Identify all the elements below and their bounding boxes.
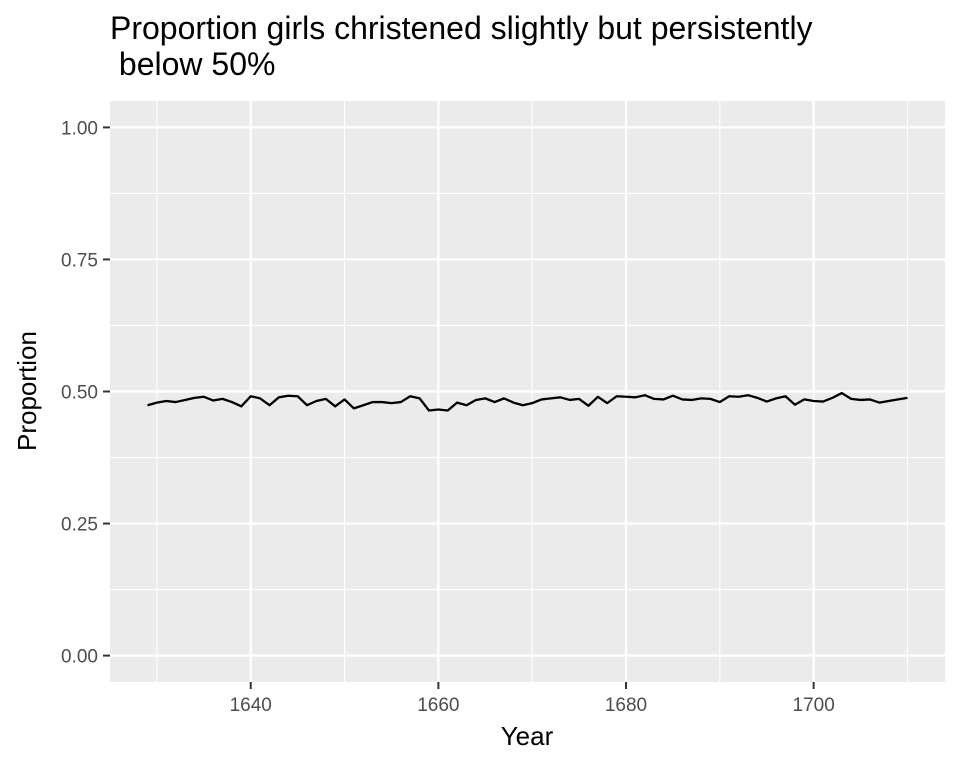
y-tick-label: 0.25	[61, 515, 98, 536]
x-tick-label: 1640	[230, 695, 272, 716]
series-line	[147, 391, 908, 412]
x-tick-label: 1700	[793, 695, 835, 716]
y-axis-title: Proportion	[12, 331, 42, 451]
y-tick-label: 0.75	[61, 250, 98, 271]
y-tick-label: 0.00	[61, 647, 98, 668]
y-axis: 0.00 0.25 0.50 0.75 1.00	[61, 118, 110, 668]
y-tick-label: 0.50	[61, 383, 98, 404]
major-gridlines	[110, 101, 945, 682]
y-tick-label: 1.00	[61, 118, 98, 139]
chart-title: Proportion girls christened slightly but…	[110, 10, 813, 82]
x-tick-label: 1680	[605, 695, 647, 716]
x-axis-title: Year	[501, 721, 554, 751]
x-tick-label: 1660	[417, 695, 459, 716]
x-axis: 1640 1660 1680 1700	[230, 682, 835, 716]
